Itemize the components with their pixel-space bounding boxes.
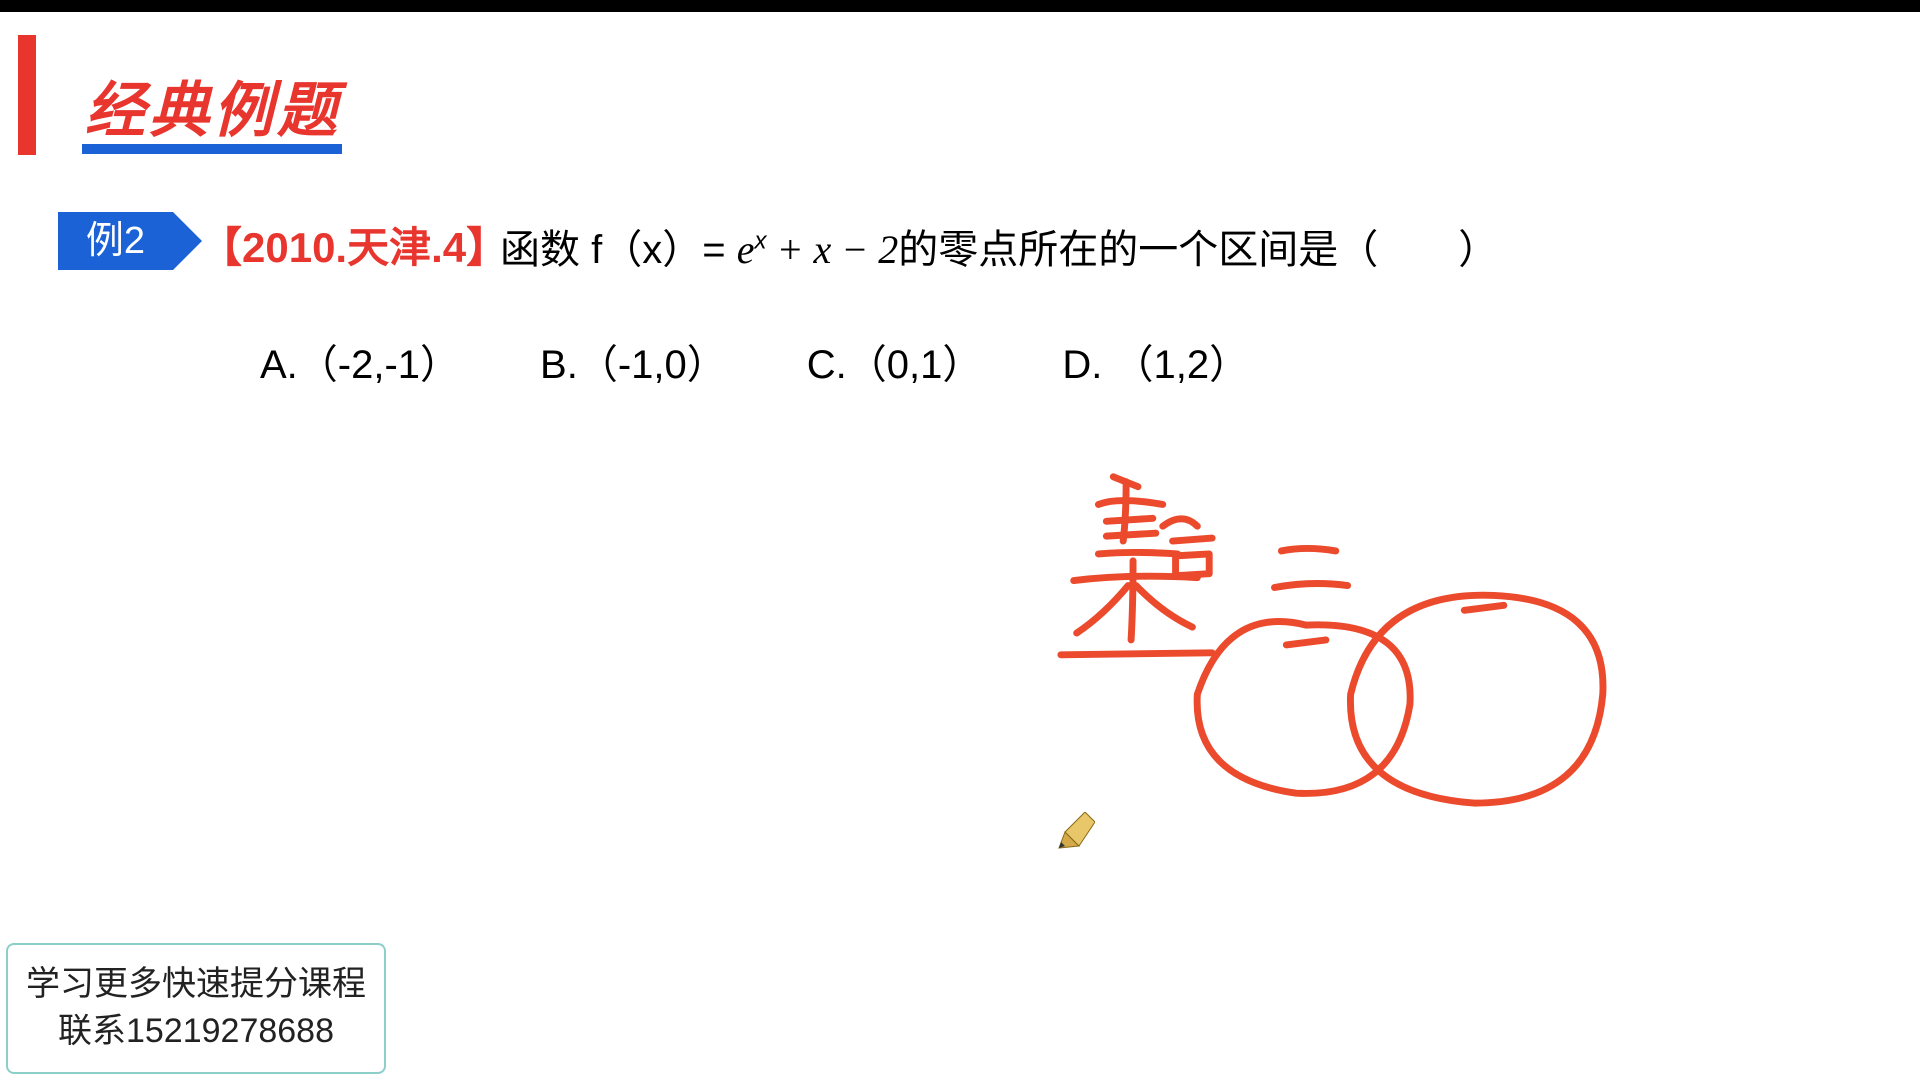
contact-line2: 联系15219278688 [26, 1008, 366, 1056]
problem-suffix: 的零点所在的一个区间是（ ） [898, 228, 1498, 272]
contact-line1: 学习更多快速提分课程 [26, 961, 366, 1009]
option-c: C.（0,1） [807, 332, 983, 390]
problem-statement: 函数 f（x）= ex + x − 2的零点所在的一个区间是（ ） [500, 217, 1498, 275]
handwriting-annotation [0, 12, 1920, 1080]
contact-info-box: 学习更多快速提分课程 联系15219278688 [6, 943, 386, 1074]
section-title: 经典例题 [85, 62, 341, 149]
formula-e: e [737, 227, 755, 272]
example-badge: 例2 [58, 212, 173, 270]
title-underline [82, 144, 342, 154]
pencil-cursor-icon [1055, 812, 1095, 852]
problem-prefix: 函数 f（x）= [500, 228, 737, 272]
option-d: D. （1,2） [1062, 332, 1249, 390]
problem-source: 【2010.天津.4】 [200, 214, 508, 275]
formula-exponent: x [754, 228, 766, 255]
slide-content: 经典例题 例2 【2010.天津.4】 函数 f（x）= ex + x − 2的… [0, 12, 1920, 1080]
option-b: B.（-1,0） [540, 332, 727, 390]
left-accent-bar [18, 35, 36, 155]
formula-rest: + x − 2 [766, 227, 898, 272]
option-a: A.（-2,-1） [260, 332, 460, 390]
answer-options: A.（-2,-1） B.（-1,0） C.（0,1） D. （1,2） [260, 332, 1249, 390]
